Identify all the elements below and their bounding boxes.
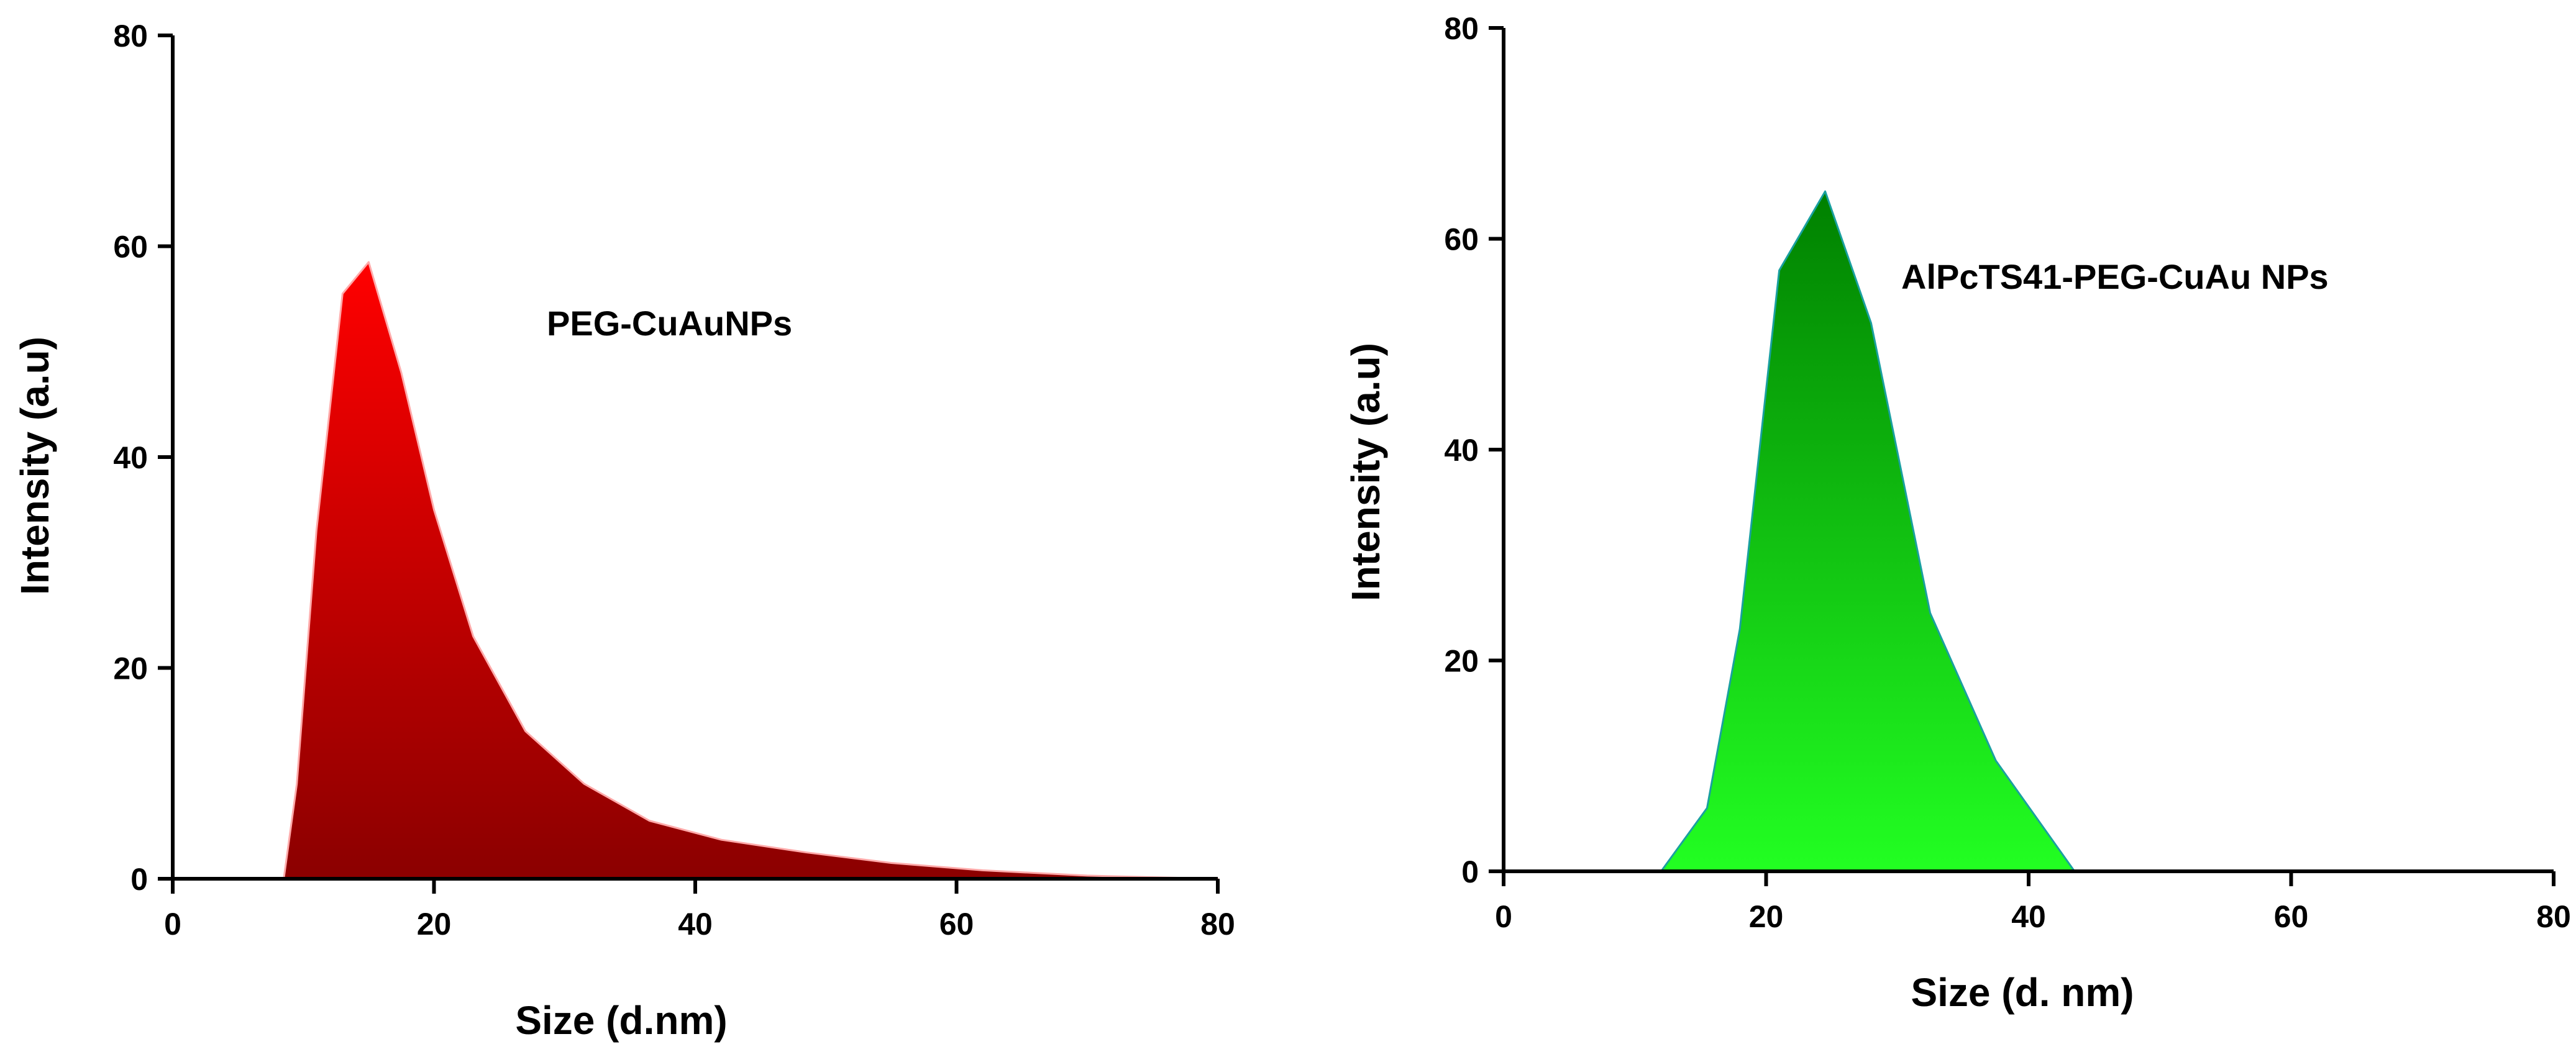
x-axis-label-right: Size (d. nm) <box>1911 970 2134 1015</box>
chart-annotation-left: PEG-CuAuNPs <box>547 304 792 343</box>
y-tick-label-left: 20 <box>113 651 148 686</box>
y-tick-label-right: 60 <box>1444 222 1479 257</box>
y-tick-label-right: 0 <box>1461 855 1479 889</box>
y-tick-label-right: 20 <box>1444 644 1479 679</box>
chart-panel-right: AlPcTS41-PEG-CuAu NPs Size (d. nm) Inten… <box>1343 11 2571 1015</box>
x-tick-label-right: 60 <box>2274 899 2309 934</box>
x-tick-label-left: 60 <box>939 907 974 941</box>
chart-annotation-right: AlPcTS41-PEG-CuAu NPs <box>1901 257 2329 296</box>
area-series-right <box>1660 190 2076 873</box>
y-tick-label-left: 60 <box>113 230 148 265</box>
x-tick-label-left: 80 <box>1200 907 1235 941</box>
x-axis-label-left: Size (d.nm) <box>515 998 727 1043</box>
y-axis-label-right: Intensity (a.u) <box>1343 343 1388 601</box>
x-tick-label-left: 20 <box>417 907 452 941</box>
y-axis-label-left: Intensity (a.u) <box>12 337 57 595</box>
y-tick-label-right: 80 <box>1444 11 1479 46</box>
x-tick-label-left: 0 <box>164 907 181 941</box>
x-tick-label-right: 0 <box>1495 899 1512 934</box>
area-series-left <box>283 261 1219 880</box>
chart-panel-left: PEG-CuAuNPs Size (d.nm) Intensity (a.u) … <box>12 19 1235 1043</box>
x-tick-label-left: 40 <box>678 907 713 941</box>
x-tick-label-right: 40 <box>2011 899 2046 934</box>
y-tick-label-left: 40 <box>113 440 148 475</box>
y-tick-label-left: 0 <box>130 862 148 897</box>
y-tick-label-right: 40 <box>1444 433 1479 468</box>
x-tick-label-right: 80 <box>2536 899 2571 934</box>
axes-right <box>1502 28 2554 873</box>
x-tick-label-right: 20 <box>1749 899 1784 934</box>
y-tick-label-left: 80 <box>113 19 148 53</box>
